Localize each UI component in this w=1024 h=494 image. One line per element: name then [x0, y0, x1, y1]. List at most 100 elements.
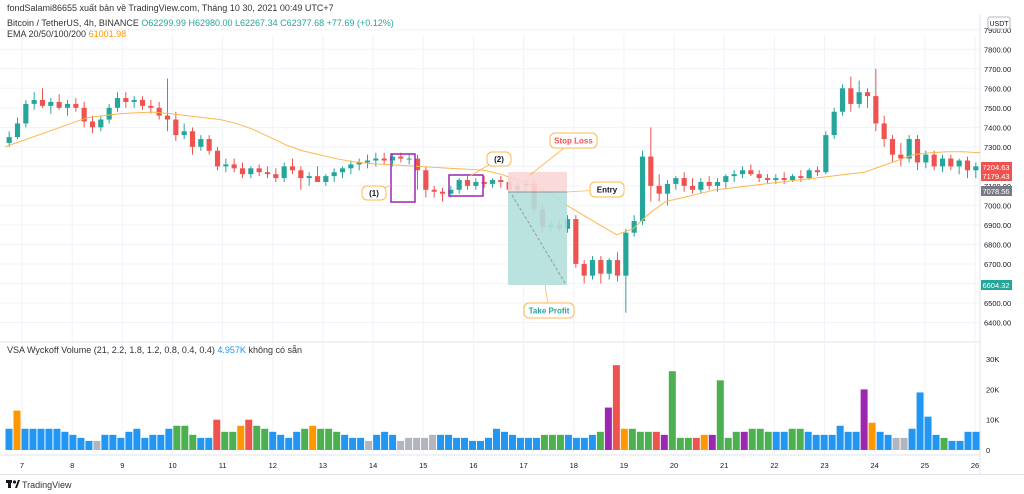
symbol-legend: Bitcoin / TetherUS, 4h, BINANCE O62299.9… — [7, 18, 394, 28]
candle-body — [731, 174, 737, 177]
candle-body — [248, 168, 254, 175]
volume-bar — [636, 431, 644, 450]
candle-body — [198, 139, 204, 147]
candle-body — [589, 260, 596, 276]
volume-bar — [285, 437, 293, 450]
volume-bar — [253, 425, 261, 450]
candle-body — [156, 107, 162, 116]
volume-bar — [109, 434, 117, 450]
volume-bar — [181, 425, 189, 450]
volume-bar — [221, 431, 229, 450]
volume-bar — [133, 428, 141, 450]
volume-bar — [916, 392, 924, 450]
candle-body — [98, 119, 104, 128]
volume-indicator-note: không có sẵn — [248, 345, 302, 355]
label-2-callout-box — [486, 151, 512, 167]
time-tick-label: 22 — [770, 461, 778, 470]
volume-bar — [924, 416, 932, 450]
volume-bar — [844, 431, 852, 450]
volume-bar — [972, 431, 980, 450]
volume-bar — [293, 431, 301, 450]
price-tick-label: 7400.00 — [984, 123, 1011, 132]
volume-bar — [101, 434, 109, 450]
tradingview-logo-icon — [6, 480, 20, 488]
candle-body — [348, 164, 354, 169]
candle-body — [264, 172, 271, 175]
time-tick-label: 9 — [120, 461, 124, 470]
volume-bar — [397, 440, 405, 450]
candle-body — [664, 183, 671, 194]
volume-bar — [45, 428, 53, 450]
candle-body — [306, 176, 312, 179]
volume-bar — [860, 389, 868, 450]
time-tick-label: 13 — [319, 461, 327, 470]
stop-loss-zone — [508, 172, 567, 192]
volume-bar — [940, 437, 948, 450]
candle-body — [31, 100, 37, 104]
purple-box-1 — [390, 153, 416, 203]
take-profit-callout-box — [523, 302, 575, 319]
volume-bar — [357, 437, 365, 450]
volume-bar — [564, 434, 572, 450]
volume-bar — [668, 371, 676, 450]
volume-bar — [676, 437, 684, 450]
candle-body — [398, 156, 404, 159]
label-1-callout-box — [361, 185, 387, 201]
candle-body — [131, 100, 137, 102]
volume-legend[interactable]: VSA Wyckoff Volume (21, 2.2, 1.8, 1.2, 0… — [7, 345, 302, 355]
candle-body — [689, 185, 696, 190]
candle-body — [189, 131, 196, 147]
ema-value: 61001.98 — [88, 29, 127, 39]
volume-bar — [485, 437, 492, 450]
price-tick-label: 7900.00 — [984, 26, 1011, 35]
candle-body — [739, 170, 746, 175]
volume-bar — [37, 428, 45, 450]
candle-body — [23, 103, 29, 124]
price-tick-label: 7500.00 — [984, 104, 1011, 113]
candle-body — [281, 166, 287, 179]
volume-indicator-label: VSA Wyckoff Volume (21, 2.2, 1.8, 1.2, 0… — [7, 345, 215, 355]
volume-bar — [836, 425, 844, 450]
candle-body — [581, 263, 587, 276]
volume-bar — [453, 437, 461, 450]
volume-bar — [876, 431, 884, 450]
candle-body — [948, 158, 954, 167]
price-badge — [981, 162, 1012, 172]
volume-bar — [580, 437, 588, 450]
volume-bar — [868, 422, 876, 450]
candle-body — [631, 221, 637, 233]
candle-body — [956, 160, 962, 167]
candle-body — [698, 181, 704, 190]
candle-body — [56, 101, 62, 108]
candle-body — [481, 181, 487, 184]
candle-body — [381, 158, 387, 161]
volume-tick-label: 20K — [986, 385, 999, 394]
candle-body — [214, 150, 221, 167]
volume-bar — [548, 434, 556, 450]
volume-bar — [53, 428, 61, 450]
ema-legend[interactable]: EMA 20/50/100/200 61001.98 — [7, 29, 126, 39]
published-line: fondSalami86655 xuất bản về TradingView.… — [7, 3, 334, 13]
candle-body — [873, 96, 879, 124]
symbol-name[interactable]: Bitcoin / TetherUS, 4h, BINANCE — [7, 18, 139, 28]
entry-callout-box — [589, 181, 625, 198]
volume-tick-label: 10K — [986, 416, 999, 425]
candle-body — [831, 111, 837, 136]
volume-bar — [269, 431, 277, 450]
candle-body — [273, 174, 279, 179]
volume-bar — [812, 434, 820, 450]
volume-bar — [13, 410, 21, 450]
close-value: C62377.68 — [280, 18, 325, 28]
volume-bar — [429, 434, 437, 450]
chart-canvas[interactable]: 6400.006500.006600.006700.006800.006900.… — [0, 0, 1024, 474]
volume-bar — [644, 431, 652, 450]
time-tick-label: 12 — [269, 461, 277, 470]
stop-loss-callout-text: Stop Loss — [554, 137, 593, 146]
candle-body — [439, 191, 446, 194]
volume-bar — [325, 428, 333, 450]
volume-bar — [69, 434, 77, 450]
candle-body — [814, 170, 821, 173]
label-2-callout-text: (2) — [494, 155, 504, 164]
label-1-callout-text: (1) — [369, 189, 379, 198]
